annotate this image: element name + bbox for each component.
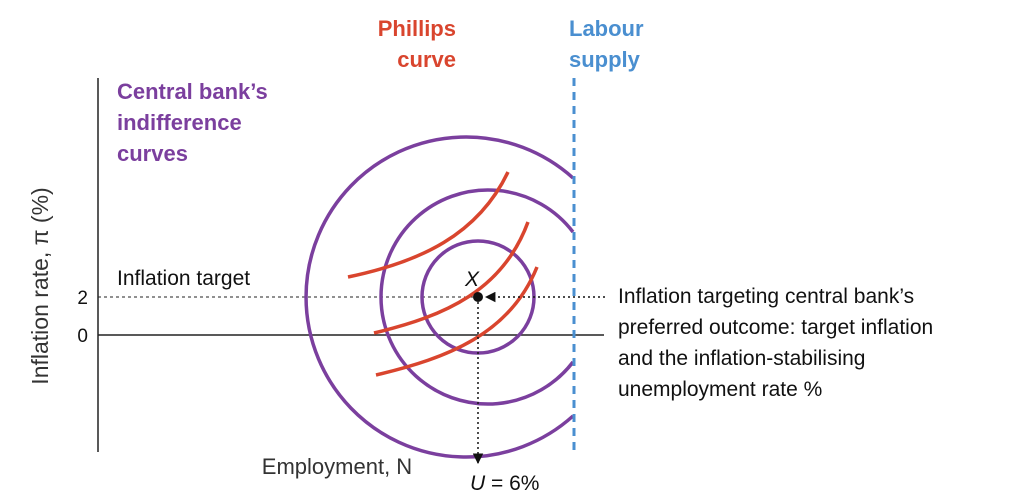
unemployment-label: U = 6% [470,472,539,495]
labour-label-line2: supply [569,47,641,72]
phillips-label-line2: curve [397,47,456,72]
y-axis-label: Inflation rate, π (%) [27,187,53,384]
annotation-line-4: unemployment rate % [618,378,822,401]
y-tick-0: 0 [77,326,88,347]
phillips-curve-2 [373,221,530,335]
x-axis-label: Employment, N [262,454,412,479]
phillips-curve-3 [375,266,539,377]
cb-label-line3: curves [117,141,188,166]
y-tick-2: 2 [77,288,88,309]
annotation-line-2: preferred outcome: target inflation [618,316,933,339]
inflation-target-label: Inflation target [117,267,250,290]
annotation-line-3: and the inflation-stabilising [618,347,866,370]
annotation-line-1: Inflation targeting central bank’s [618,285,914,308]
phillips-label-line1: Phillips [378,16,456,41]
indifference-curve-middle [379,188,575,406]
point-x-label: X [464,268,480,291]
phillips-curve-1 [347,171,510,279]
u-letter: U [470,472,486,495]
cb-label-line1: Central bank’s [117,79,268,104]
u-value: = 6% [485,472,539,495]
annotation-text: Inflation targeting central bank’s prefe… [618,285,933,401]
cb-label-line2: indifference [117,110,242,135]
point-x-marker [473,292,483,302]
phillips-curves [347,171,539,377]
indifference-curve-outer [304,135,575,459]
labour-label-line1: Labour [569,16,644,41]
